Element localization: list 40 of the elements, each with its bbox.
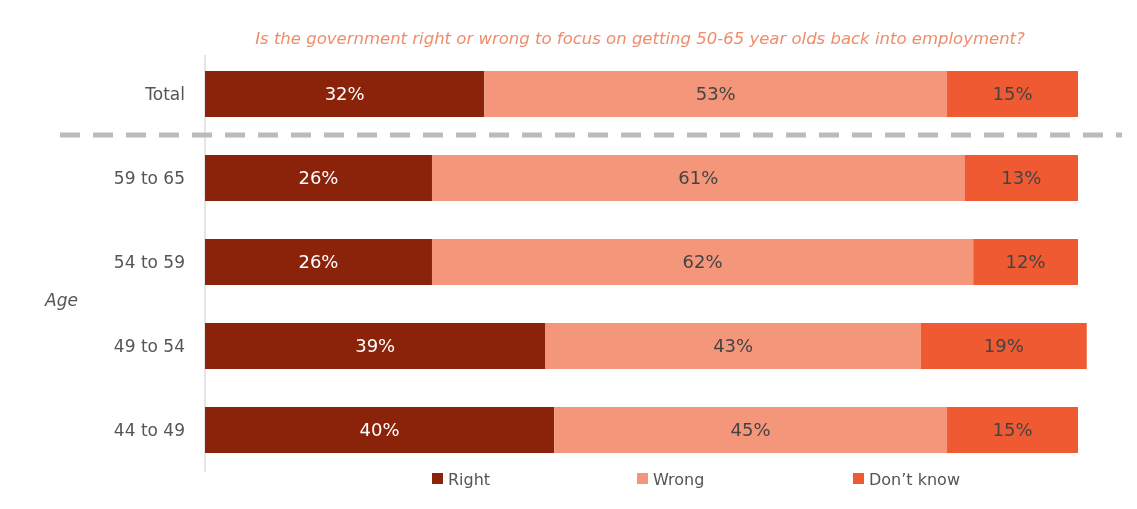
data-label: 39%	[355, 335, 396, 357]
bar	[554, 407, 948, 453]
data-label: 15%	[992, 419, 1033, 441]
data-label: 62%	[682, 251, 723, 273]
bar	[205, 407, 555, 453]
data-label: 40%	[359, 419, 400, 441]
bar	[205, 323, 546, 369]
data-label: 15%	[992, 83, 1033, 105]
y-tick-label: 44 to 49	[113, 419, 185, 440]
y-tick-label: 49 to 54	[113, 335, 185, 356]
bar	[431, 239, 974, 285]
bar	[205, 155, 432, 201]
legend-label: Right	[448, 469, 491, 489]
bar	[431, 155, 965, 201]
data-label: 61%	[678, 167, 719, 189]
data-label: 26%	[298, 167, 339, 189]
bar	[920, 323, 1087, 369]
data-label: 43%	[713, 335, 754, 357]
data-label: 53%	[695, 83, 736, 105]
y-tick-label: Total	[144, 83, 185, 104]
legend-label: Wrong	[653, 469, 705, 489]
legend-label: Don’t know	[869, 469, 960, 489]
bar	[964, 155, 1078, 201]
bar	[947, 71, 1078, 117]
bar	[205, 239, 432, 285]
bar	[484, 71, 948, 117]
y-axis-title: Age	[44, 289, 78, 310]
chart-title: Is the government right or wrong to focus on getting 50-65 year olds back into employment?	[255, 29, 1026, 48]
bar	[947, 407, 1078, 453]
y-tick-label: 54 to 59	[113, 251, 185, 272]
data-label: 13%	[1001, 167, 1042, 189]
data-label: 32%	[324, 83, 365, 105]
data-label: 19%	[983, 335, 1024, 357]
bar	[973, 239, 1078, 285]
data-label: 45%	[730, 419, 771, 441]
bar	[205, 71, 485, 117]
data-label: 26%	[298, 251, 339, 273]
bar	[545, 323, 921, 369]
y-tick-label: 59 to 65	[113, 167, 185, 188]
data-label: 12%	[1005, 251, 1046, 273]
